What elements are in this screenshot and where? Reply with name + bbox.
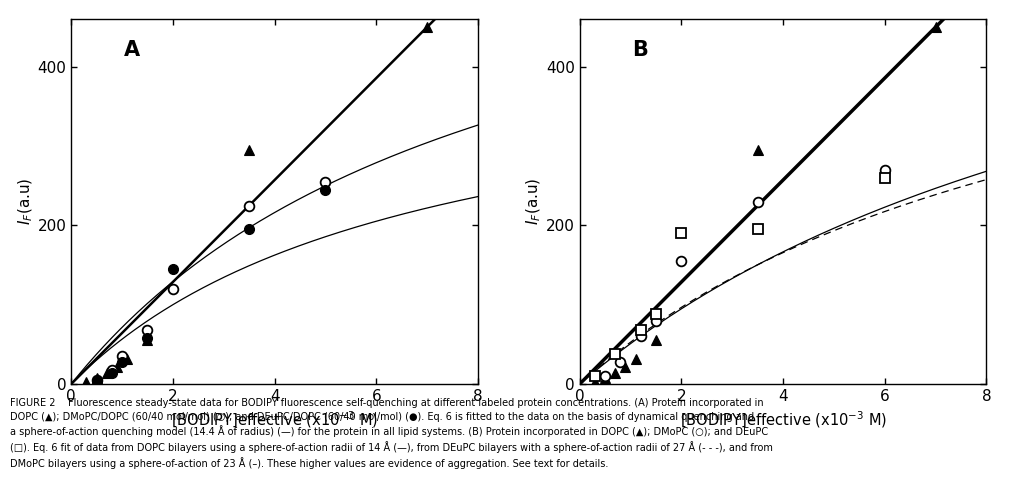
Text: FIGURE 2    Fluorescence steady-state data for BODIPY fluorescence self-quenchin: FIGURE 2 Fluorescence steady-state data … <box>10 398 773 469</box>
X-axis label: [BODIPY]effective (x10$^{-3}$ M): [BODIPY]effective (x10$^{-3}$ M) <box>171 409 378 430</box>
Text: A: A <box>124 40 140 60</box>
Y-axis label: $I_F$(a.u): $I_F$(a.u) <box>525 178 543 225</box>
Y-axis label: $I_F$(a.u): $I_F$(a.u) <box>16 178 35 225</box>
X-axis label: [BODIPY]effective (x10$^{-3}$ M): [BODIPY]effective (x10$^{-3}$ M) <box>679 409 887 430</box>
Text: B: B <box>633 40 649 60</box>
